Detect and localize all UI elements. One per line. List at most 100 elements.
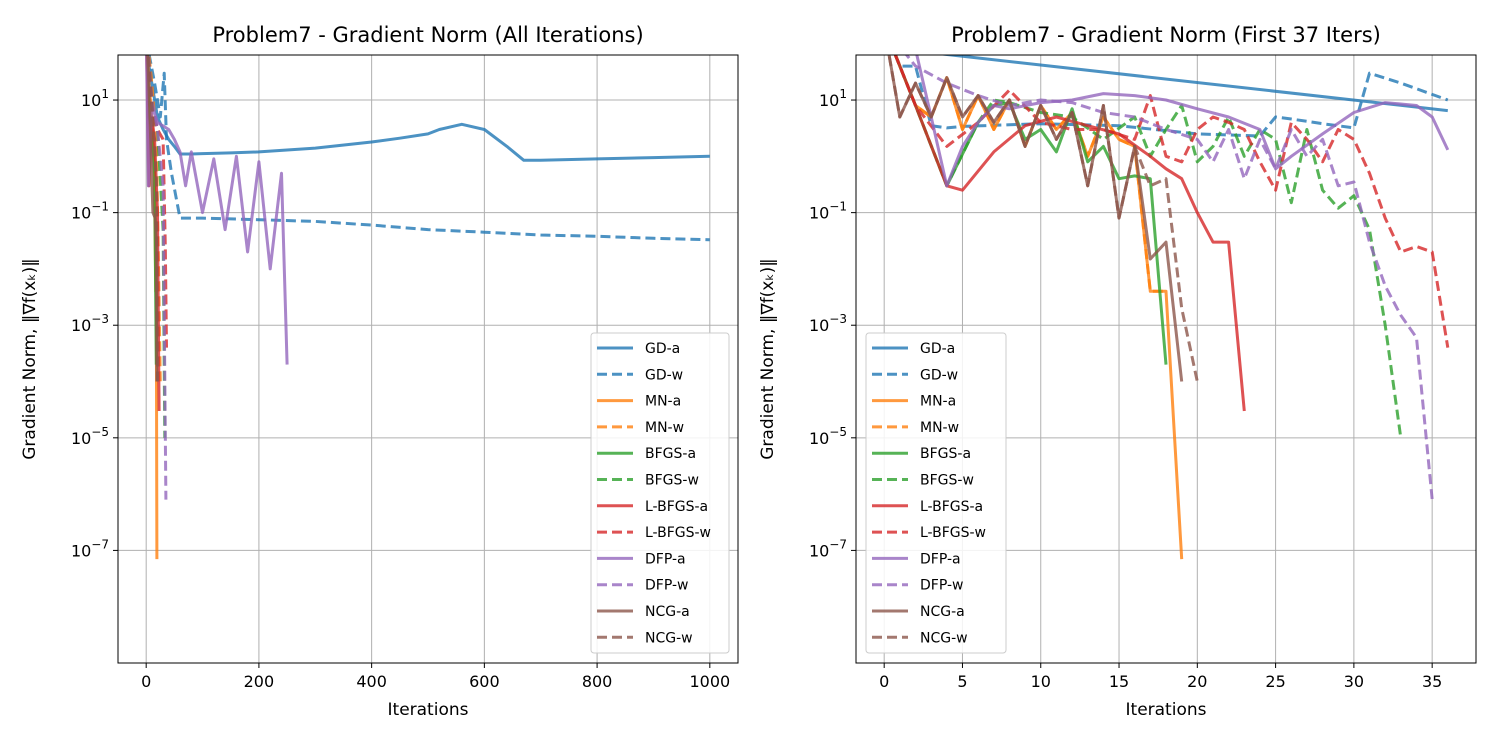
- series-line-ncg-w: [887, 55, 1199, 382]
- legend-item-ncg-w: NCG-w: [872, 630, 968, 646]
- x-tick-label: 1000: [689, 672, 730, 691]
- series-line-ncg-a: [887, 55, 1184, 382]
- legend-item-bfgs-a: BFGS-a: [872, 446, 971, 462]
- legend-label: NCG-a: [645, 604, 690, 620]
- chart-title: Problem7 - Gradient Norm (All Iterations…: [212, 23, 643, 47]
- y-tick-label: 101: [819, 87, 847, 110]
- legend-item-bfgs-a: BFGS-a: [597, 446, 696, 462]
- series-line-dfp-a: [915, 55, 1450, 188]
- legend-label: GD-w: [645, 367, 683, 383]
- y-axis-label: Gradient Norm, ‖∇f(xₖ)‖: [758, 258, 778, 460]
- x-tick-label: 400: [356, 672, 387, 691]
- legend-item-mn-a: MN-a: [872, 394, 956, 410]
- x-tick-label: 600: [469, 672, 500, 691]
- series-line-l-bfgs-a: [893, 55, 1246, 412]
- legend-label: GD-a: [645, 341, 680, 357]
- x-tick-label: 5: [957, 672, 967, 691]
- legend: GD-a GD-w MN-a MN-w BFGS-a BFGS-w L-BFGS-a L-BF…: [865, 332, 1007, 654]
- legend-label: DFP-a: [645, 551, 686, 567]
- series-line-dfp-w: [904, 55, 1434, 500]
- legend-item-dfp-w: DFP-w: [872, 578, 963, 594]
- y-tick-label: 10−3: [809, 312, 847, 335]
- x-tick-label: 20: [1187, 672, 1207, 691]
- y-tick-label: 10−5: [71, 425, 109, 448]
- legend-label: NCG-a: [920, 604, 965, 620]
- x-axis-label: Iterations: [1126, 700, 1207, 720]
- series-line-gd-a: [938, 55, 1448, 113]
- legend-item-dfp-w: DFP-w: [597, 578, 688, 594]
- y-tick-label: 10−7: [809, 537, 847, 560]
- series-line-mn-w: [893, 55, 1166, 293]
- x-tick-label: 0: [141, 672, 151, 691]
- chart-panel-all-iterations: 0 200 400 600 800 1000 101 10−1 10−3 10−5 10−7 Prob…: [20, 23, 739, 720]
- legend-item-mn-w: MN-w: [597, 420, 684, 436]
- y-axis-label: Gradient Norm, ‖∇f(xₖ)‖: [20, 258, 40, 460]
- y-tick-label: 101: [81, 87, 109, 110]
- legend-label: L-BFGS-w: [645, 525, 711, 541]
- legend-label: MN-w: [920, 420, 959, 436]
- legend-item-ncg-a: NCG-a: [872, 604, 965, 620]
- legend-item-ncg-a: NCG-a: [597, 604, 690, 620]
- x-tick-label: 25: [1265, 672, 1285, 691]
- x-tick-label: 15: [1109, 672, 1129, 691]
- legend-item-bfgs-w: BFGS-w: [872, 473, 974, 489]
- legend-frame: [865, 332, 1007, 654]
- series-line-ncg-w: [146, 55, 159, 382]
- series-group: [145, 55, 710, 560]
- plot-area-frame: [855, 54, 1477, 664]
- x-tick-label: 30: [1344, 672, 1364, 691]
- legend-label: BFGS-w: [645, 473, 699, 489]
- plot-area-frame: [117, 54, 739, 664]
- legend-label: NCG-w: [920, 630, 968, 646]
- x-tick-label: 0: [879, 672, 889, 691]
- legend-item-gd-w: GD-w: [597, 367, 683, 383]
- legend-frame: [590, 332, 730, 654]
- legend-label: BFGS-a: [920, 446, 971, 462]
- y-tick-label: 10−7: [71, 537, 109, 560]
- x-tick-label: 10: [1031, 672, 1051, 691]
- series-line-gd-w: [147, 55, 710, 242]
- legend-label: GD-w: [920, 367, 958, 383]
- x-tick-label: 35: [1422, 672, 1442, 691]
- legend-label: BFGS-w: [920, 473, 974, 489]
- chart-title: Problem7 - Gradient Norm (First 37 Iters…: [951, 23, 1381, 47]
- legend-label: L-BFGS-w: [920, 525, 986, 541]
- y-tick-label: 10−5: [809, 425, 847, 448]
- x-tick-label: 800: [582, 672, 613, 691]
- legend-label: MN-a: [645, 394, 681, 410]
- x-tick-label: 200: [244, 672, 275, 691]
- legend-item-l-bfgs-a: L-BFGS-a: [872, 499, 983, 515]
- legend-item-l-bfgs-w: L-BFGS-w: [597, 525, 711, 541]
- legend-label: GD-a: [920, 341, 955, 357]
- legend-item-gd-a: GD-a: [872, 341, 955, 357]
- chart-panel-first-37-iters: 0 5 10 15 20 25 30 35 101 10−1 10−3 10−5 10−7 Problem…: [758, 23, 1477, 720]
- series-line-l-bfgs-w: [893, 55, 1450, 348]
- legend-label: MN-a: [920, 394, 956, 410]
- legend-item-l-bfgs-a: L-BFGS-a: [597, 499, 708, 515]
- legend-item-ncg-w: NCG-w: [597, 630, 693, 646]
- legend-label: L-BFGS-a: [645, 499, 708, 515]
- legend-item-bfgs-w: BFGS-w: [597, 473, 699, 489]
- legend-item-mn-w: MN-w: [872, 420, 959, 436]
- legend-label: DFP-a: [920, 551, 961, 567]
- legend-item-l-bfgs-w: L-BFGS-w: [872, 525, 986, 541]
- legend-label: BFGS-a: [645, 446, 696, 462]
- legend-label: MN-w: [645, 420, 684, 436]
- legend-label: DFP-w: [645, 578, 688, 594]
- legend: GD-a GD-w MN-a MN-w BFGS-a BFGS-w L-BFGS-a L-BF…: [590, 332, 730, 654]
- series-line-gd-a: [145, 55, 710, 162]
- legend-item-dfp-a: DFP-a: [597, 551, 686, 567]
- x-axis-label: Iterations: [388, 700, 469, 720]
- legend-item-gd-w: GD-w: [872, 367, 958, 383]
- series-group: [887, 55, 1450, 560]
- legend-label: L-BFGS-a: [920, 499, 983, 515]
- y-tick-label: 10−3: [71, 312, 109, 335]
- y-tick-label: 10−1: [809, 200, 847, 223]
- legend-item-dfp-a: DFP-a: [872, 551, 961, 567]
- legend-item-mn-a: MN-a: [597, 394, 681, 410]
- legend-item-gd-a: GD-a: [597, 341, 680, 357]
- legend-label: DFP-w: [920, 578, 963, 594]
- legend-label: NCG-w: [645, 630, 693, 646]
- y-tick-label: 10−1: [71, 200, 109, 223]
